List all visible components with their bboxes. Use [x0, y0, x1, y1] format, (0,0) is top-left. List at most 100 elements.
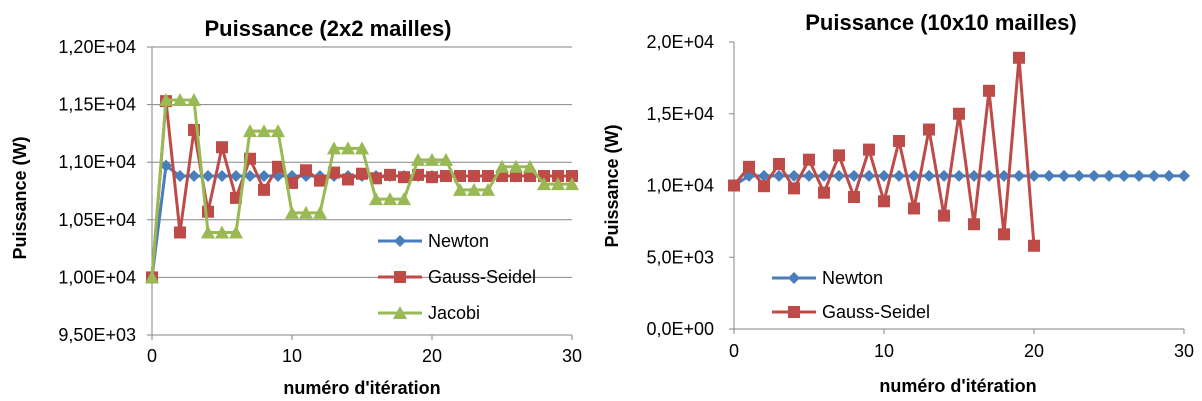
- y-tick-label: 1,15E+04: [58, 95, 136, 115]
- legend: Newton Gauss-Seidel Jacobi: [378, 231, 536, 323]
- series: [728, 51, 1190, 252]
- data-point: [1028, 239, 1040, 252]
- data-point: [327, 141, 341, 155]
- series-gauss-seidel: [146, 95, 578, 284]
- data-point: [833, 169, 845, 182]
- y-axis-title: Puissance (W): [10, 136, 30, 259]
- y-tick-label: 1,5E+04: [646, 104, 714, 124]
- data-point: [788, 182, 800, 195]
- data-point: [788, 169, 800, 182]
- data-point: [439, 152, 453, 166]
- data-point: [863, 169, 875, 182]
- data-point: [758, 169, 770, 182]
- data-point: [848, 169, 860, 182]
- data-point: [440, 170, 452, 183]
- data-point: [1133, 169, 1145, 182]
- data-point: [453, 182, 467, 196]
- data-point: [983, 169, 995, 182]
- y-tick-label: 1,0E+04: [646, 176, 714, 196]
- data-point: [524, 170, 536, 183]
- data-point: [552, 170, 564, 183]
- series-newton: [728, 169, 1190, 192]
- data-point: [201, 225, 215, 239]
- x-tick-label: 10: [282, 346, 302, 366]
- data-point: [1073, 169, 1085, 182]
- data-point: [998, 228, 1010, 241]
- legend-item: Jacobi: [378, 303, 480, 323]
- data-point: [953, 169, 965, 182]
- data-point: [968, 218, 980, 231]
- data-point: [314, 174, 326, 187]
- data-point: [215, 225, 229, 239]
- y-tick-labels: 9,50E+03 1,00E+04 1,05E+04 1,10E+04 1,15E+04…: [58, 37, 136, 345]
- series-gauss-seidel: [728, 51, 1040, 252]
- y-tick-labels: 0,0E+00 5,0E+03 1,0E+04 1,5E+04 2,0E+04: [646, 32, 714, 339]
- data-point: [397, 192, 411, 206]
- legend-item: Newton: [378, 231, 489, 251]
- x-tick-labels: 0 10 20 30: [729, 341, 1194, 361]
- data-point: [878, 169, 890, 182]
- data-point: [174, 170, 186, 183]
- data-point: [257, 124, 271, 138]
- data-point: [1178, 169, 1190, 182]
- data-point: [159, 92, 173, 106]
- legend-label: Newton: [822, 268, 883, 288]
- x-tick-label: 10: [874, 341, 894, 361]
- legend: Newton Gauss-Seidel: [772, 268, 930, 322]
- data-point: [425, 152, 439, 166]
- data-point: [743, 160, 755, 173]
- data-point: [482, 170, 494, 183]
- data-point: [1118, 169, 1130, 182]
- data-point: [243, 124, 257, 138]
- legend-label: Newton: [428, 231, 489, 251]
- x-tick-labels: 0 10 20 30: [147, 346, 582, 366]
- data-point: [968, 169, 980, 182]
- x-tick-label: 20: [1024, 341, 1044, 361]
- data-point: [258, 170, 270, 183]
- legend-item: Newton: [772, 268, 883, 288]
- legend-label: Gauss-Seidel: [428, 267, 536, 287]
- data-point: [1043, 169, 1055, 182]
- data-point: [893, 169, 905, 182]
- series-line: [150, 99, 572, 278]
- x-tick-label: 0: [729, 341, 739, 361]
- data-point: [202, 205, 214, 218]
- data-point: [510, 170, 522, 183]
- legend-item: Gauss-Seidel: [772, 302, 930, 322]
- data-point: [286, 176, 298, 189]
- legend-swatch-marker: [788, 272, 800, 284]
- data-point: [953, 107, 965, 120]
- data-point: [1013, 169, 1025, 182]
- data-point: [454, 170, 466, 183]
- series-line: [150, 98, 572, 278]
- axes: [147, 46, 573, 340]
- data-point: [523, 159, 537, 173]
- data-point: [1058, 169, 1070, 182]
- data-point: [187, 92, 201, 106]
- data-point: [300, 164, 312, 177]
- data-point: [229, 225, 243, 239]
- data-point: [369, 192, 383, 206]
- data-point: [1163, 169, 1175, 182]
- data-point: [878, 195, 890, 208]
- y-tick-label: 1,00E+04: [58, 267, 136, 287]
- data-point: [313, 205, 327, 219]
- data-point: [202, 170, 214, 183]
- data-point: [145, 270, 159, 284]
- data-point: [285, 205, 299, 219]
- data-point: [355, 141, 369, 155]
- chart-title: Puissance (10x10 mailles): [805, 10, 1077, 35]
- data-point: [551, 177, 565, 191]
- data-point: [803, 169, 815, 182]
- data-point: [983, 84, 995, 97]
- data-point: [728, 179, 740, 192]
- data-point: [173, 92, 187, 106]
- data-point: [565, 177, 579, 191]
- data-point: [411, 152, 425, 166]
- data-point: [998, 169, 1010, 182]
- data-point: [509, 159, 523, 173]
- chart-right: Puissance (10x10 mailles) 0,0E+00 5,0E+03…: [602, 10, 1194, 396]
- legend-label: Gauss-Seidel: [822, 302, 930, 322]
- legend-swatch-marker: [394, 271, 406, 283]
- data-point: [1103, 169, 1115, 182]
